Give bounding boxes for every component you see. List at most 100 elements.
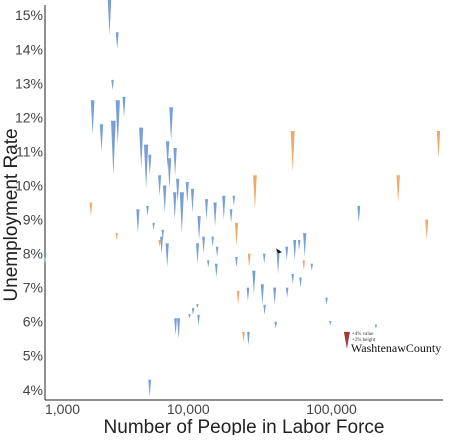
data-point-wedge [263,304,266,315]
data-point-wedge [285,287,289,298]
data-point-wedge [136,209,140,234]
data-point-wedge [276,250,280,274]
data-point-wedge [99,124,104,152]
data-point-wedge [236,291,240,305]
y-tick-label: 4% [23,382,43,398]
data-point-wedge [291,274,294,285]
data-point-wedge [148,379,152,397]
data-point-wedge [115,32,119,50]
y-tick-label: 15% [15,7,43,23]
data-point-wedge [246,287,250,302]
data-point-wedge [190,188,195,213]
x-tick-label: 10,000 [167,401,210,417]
series-black [276,248,282,254]
data-point-wedge [173,148,177,176]
y-tick-label: 5% [23,348,43,364]
data-point-wedge [191,308,195,315]
data-point-wedge [179,192,184,234]
data-point-wedge [247,253,251,268]
data-point-wedge [303,233,307,257]
data-point-wedge [197,216,201,240]
series-blue [43,0,378,397]
data-point-wedge [161,229,164,240]
data-point-wedge [235,257,238,268]
y-tick-label: 14% [15,41,43,57]
data-point-wedge [242,331,245,343]
data-point-wedge [253,175,257,210]
data-point-wedge [122,96,126,118]
data-point-wedge [188,314,191,319]
data-point-wedge [436,131,441,159]
data-point-wedge [174,318,177,336]
highlight-note-height: +2% height [352,338,376,343]
data-point-wedge [325,297,328,305]
data-point-wedge [148,154,152,176]
data-point-wedge [144,144,149,189]
data-point-wedge [139,127,144,169]
data-point-wedge [166,141,170,169]
data-point-wedge [293,240,297,261]
data-point-wedge [185,182,189,203]
data-point-wedge [111,120,116,176]
data-point-wedge [165,243,169,268]
data-point-wedge [232,195,236,206]
data-point-wedge [167,158,172,189]
highlight-note-value: +4% value [352,332,374,337]
data-point-wedge [158,175,162,196]
data-point-wedge [176,178,180,203]
data-point-wedge [115,100,120,145]
data-point-wedge [229,209,233,223]
data-point-wedge [273,287,277,305]
data-point-wedge [215,246,219,257]
data-point-wedge [310,263,313,271]
x-tick-labels: 1,000 10,000 100,000 [45,401,357,417]
y-tick-label: 6% [23,314,43,330]
data-point-wedge [177,318,181,339]
data-point-wedge [215,263,218,278]
data-point-wedge [274,321,277,329]
data-point-wedge [234,222,239,247]
highlight-annotation: +4% value +2% height WashtenawCounty [343,331,441,355]
data-point-wedge [89,202,93,217]
data-point-wedge [299,277,302,288]
data-marks [43,0,441,397]
y-tick-label: 10% [15,177,43,193]
data-point-wedge [43,253,47,264]
data-point-wedge [90,100,95,135]
data-point-wedge [290,131,295,172]
y-tick-label: 11% [16,143,43,159]
y-tick-label: 7% [23,280,43,296]
data-point-wedge [146,205,149,217]
data-point-wedge [197,314,200,326]
data-point-wedge [285,246,289,261]
data-point-wedge [425,219,429,240]
data-point-wedge [207,260,210,268]
data-point-marker [276,248,282,254]
data-point-wedge [329,321,332,326]
x-tick-label: 100,000 [306,401,357,417]
series-orange [89,131,441,343]
data-point-wedge [222,195,226,220]
data-point-wedge [205,199,208,220]
y-tick-label: 13% [15,75,43,91]
highlight-county-label: WashtenawCounty [351,341,441,355]
data-point-wedge [107,0,112,36]
y-tick-label: 8% [23,246,43,262]
data-point-wedge [163,185,167,213]
data-point-wedge [169,107,173,142]
axes [44,5,443,401]
data-point-wedge [374,324,378,329]
data-point-wedge [302,260,305,271]
data-point-wedge [297,240,301,251]
highlight-wedge-mark [343,331,350,349]
data-point-wedge [158,240,161,247]
data-point-wedge [252,270,256,295]
data-point-wedge [173,192,177,220]
data-point-wedge [196,243,199,264]
data-point-wedge [396,175,400,203]
y-tick-labels: 4% 5% 6% 7% 8% 9% 10% 11% 12% 13% 14% 15% [15,7,43,398]
data-point-wedge [213,202,217,227]
data-point-wedge [160,236,163,254]
